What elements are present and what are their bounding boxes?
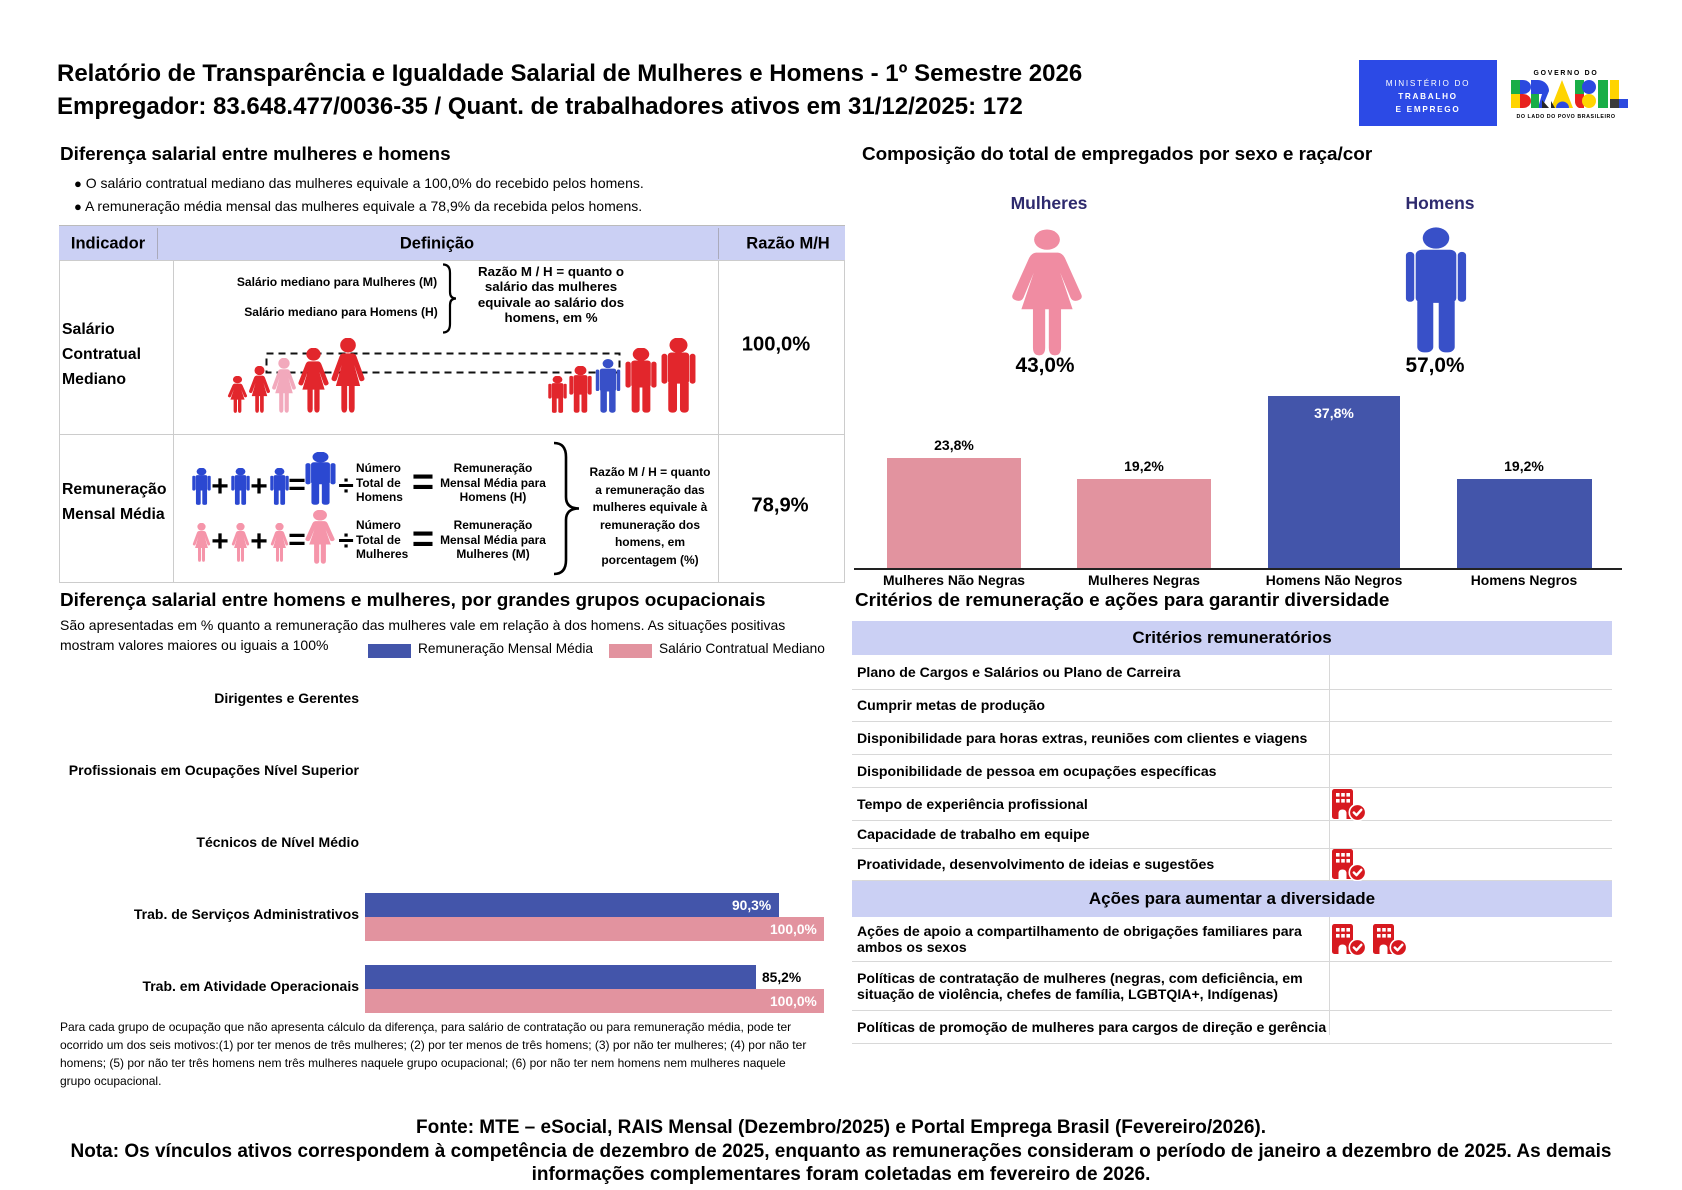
svg-text:GOVERNO DO: GOVERNO DO <box>1534 70 1599 77</box>
svg-text:DO LADO DO POVO BRASILEIRO: DO LADO DO POVO BRASILEIRO <box>1516 114 1615 120</box>
